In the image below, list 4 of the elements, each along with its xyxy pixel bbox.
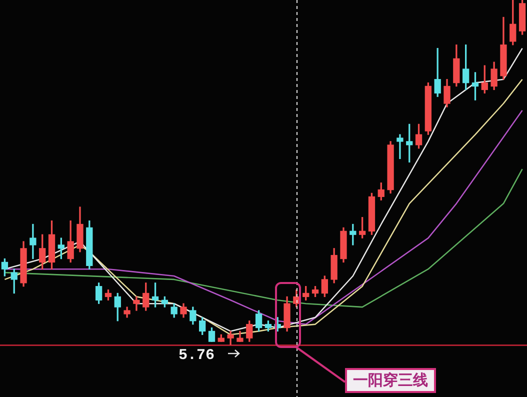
text: 一阳穿三线	[345, 368, 436, 393]
text: 5.76	[178, 346, 215, 364]
candlestick	[30, 224, 36, 260]
candlestick	[396, 134, 404, 160]
